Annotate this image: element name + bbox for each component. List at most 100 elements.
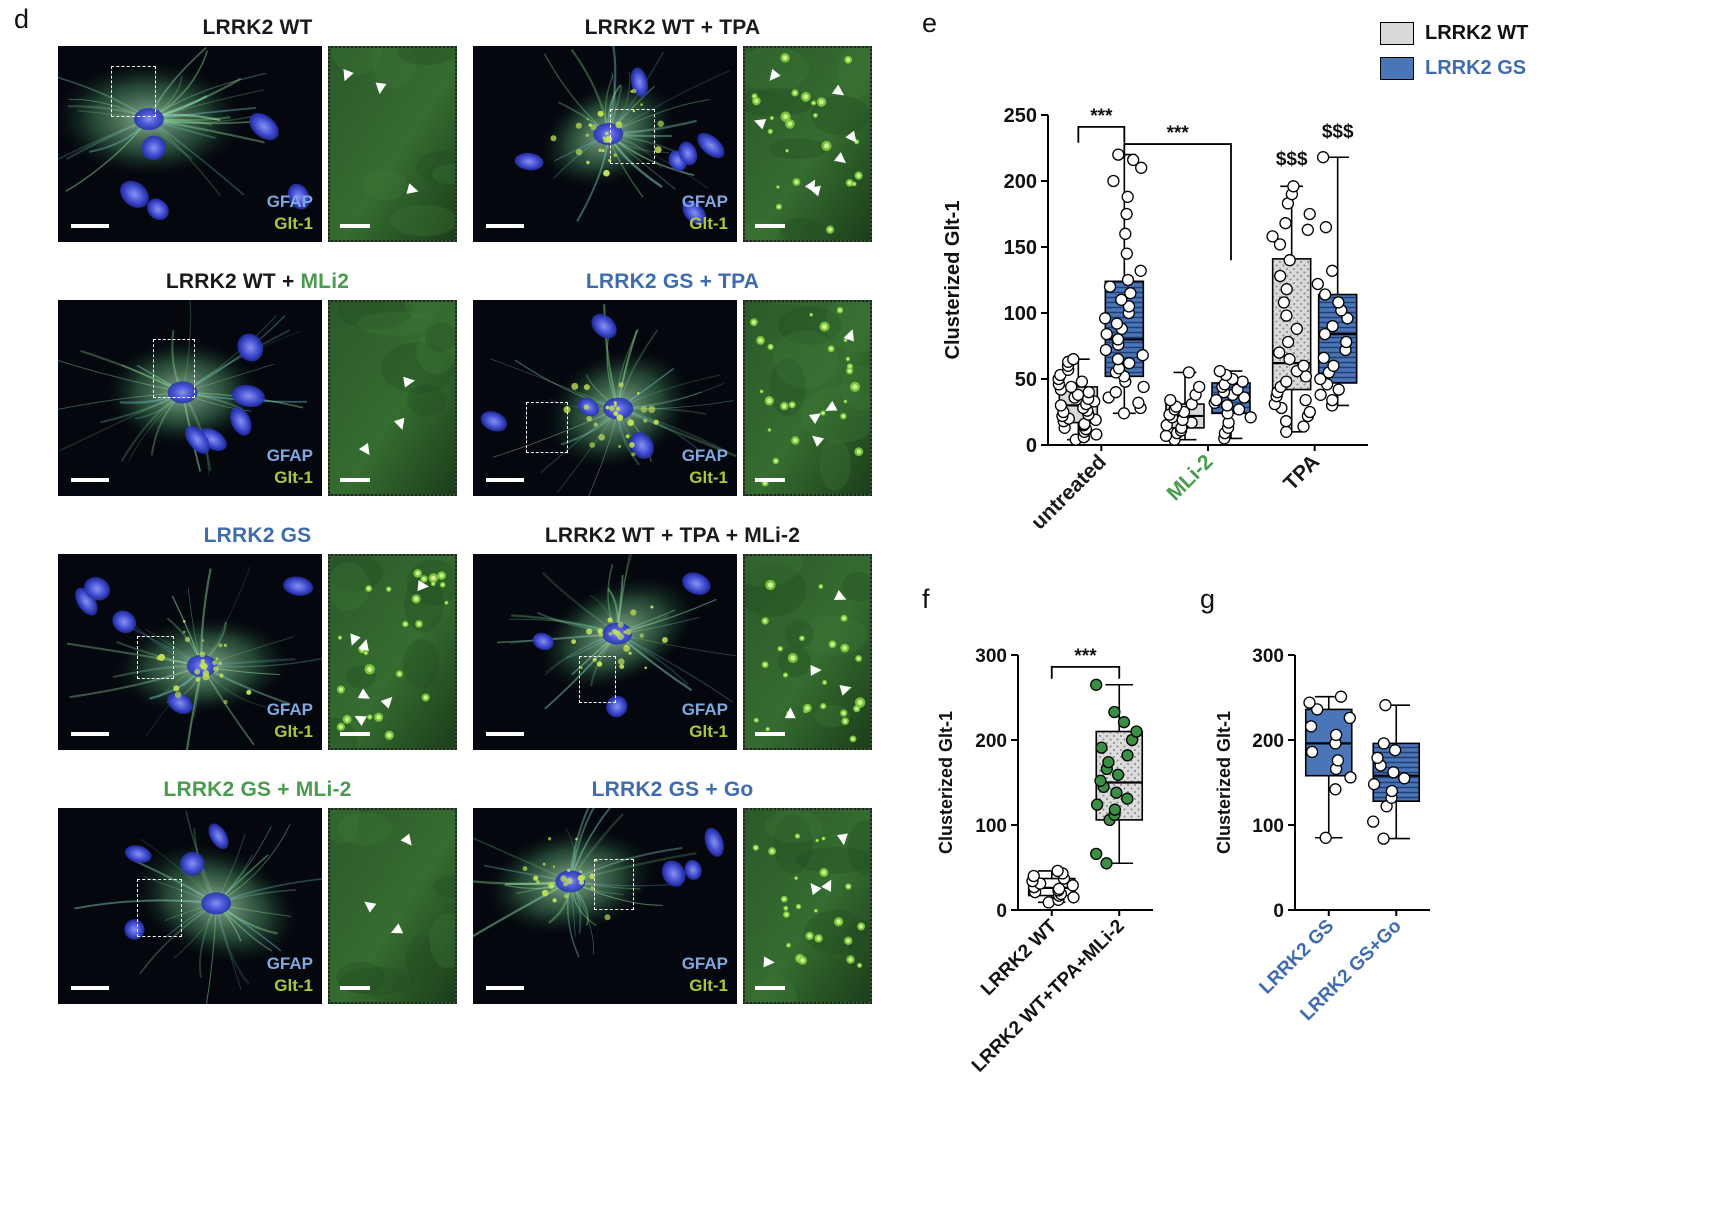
inset-image: [328, 554, 457, 750]
gfap-label: GFAP: [266, 699, 313, 719]
scale-bar: [755, 986, 785, 990]
nucleus: [141, 135, 167, 161]
inset-image: [743, 554, 872, 750]
data-point: [1281, 335, 1295, 349]
data-point: [1111, 333, 1125, 346]
glt1-punctum: [522, 866, 528, 871]
data-point: [1066, 879, 1079, 892]
scale-bar: [340, 732, 370, 736]
y-axis-title: Clusterized Glt-1: [942, 201, 964, 360]
inset-background: [330, 302, 455, 494]
significance-label: ***: [1167, 123, 1190, 144]
glt1-punctum-core: [755, 719, 758, 722]
fluorescence-image: GFAP Glt-1: [473, 300, 737, 496]
x-tick-label: TPA: [1279, 450, 1324, 495]
glt1-punctum-core: [413, 596, 419, 602]
glt1-punctum: [618, 382, 624, 388]
glt1-punctum-core: [397, 672, 402, 676]
y-tick-label: 100: [1252, 816, 1284, 837]
arrowhead-icon: [810, 664, 822, 676]
glt1-punctum: [183, 620, 186, 623]
nucleus: [283, 576, 314, 596]
glt1-punctum-core: [760, 390, 763, 393]
data-point: [1385, 784, 1399, 798]
data-point: [1121, 273, 1135, 287]
data-point: [1115, 293, 1128, 306]
glt1-punctum-core: [774, 459, 778, 463]
gfap-filament: [215, 878, 322, 905]
glt1-punctum-core: [403, 622, 407, 626]
arrowhead-icon: [834, 152, 847, 164]
texture-blob: [336, 302, 413, 330]
gfap-filament: [59, 391, 183, 451]
arrowhead-icon: [417, 580, 429, 592]
roi-box: [578, 655, 616, 703]
data-point: [1344, 771, 1357, 784]
arrowhead-icon: [343, 68, 354, 82]
glt1-punctum: [173, 685, 180, 692]
arrowhead-icon: [845, 130, 857, 143]
data-point: [1111, 768, 1125, 781]
micro-image-row: GFAP Glt-1: [473, 300, 872, 496]
data-point: [1110, 317, 1124, 330]
gfap-filament: [473, 880, 571, 885]
glt1-punctum: [616, 406, 620, 411]
glt1-punctum-core: [844, 339, 847, 342]
arrowhead-icon: [375, 82, 387, 95]
y-tick-label: 100: [975, 816, 1007, 837]
panel-d-label: d: [14, 4, 30, 34]
micro-image-title: LRRK2 WT: [58, 16, 457, 42]
glt1-punctum: [601, 149, 605, 152]
arrowhead-icon: [350, 633, 361, 646]
glt1-punctum: [213, 666, 219, 672]
glt1-punctum-core: [805, 705, 810, 711]
data-point: [1273, 238, 1287, 251]
glt1-punctum: [589, 442, 596, 448]
micro-image-group: LRRK2 GS + Go GFAP Glt-1: [473, 778, 872, 1004]
legend-swatch-gs-icon: [1380, 57, 1414, 80]
arrowhead-icon: [400, 833, 412, 846]
scale-bar: [71, 224, 109, 228]
data-point: [1332, 383, 1345, 396]
data-point: [1108, 803, 1122, 816]
glt1-punctum: [552, 898, 557, 903]
texture-blob: [362, 169, 408, 201]
channel-labels: GFAP Glt-1: [267, 445, 313, 489]
glt1-punctum: [592, 657, 597, 662]
significance-label: $$$: [1322, 121, 1354, 142]
glt1-punctum: [184, 636, 191, 643]
glt1-punctum: [602, 136, 606, 140]
inset-art: [330, 556, 455, 748]
data-point: [1280, 425, 1293, 438]
glt1-punctum-core: [778, 647, 782, 651]
micro-image-row: GFAP Glt-1: [58, 554, 457, 750]
micro-title-text: LRRK2 GS + MLi-2: [163, 778, 352, 801]
arrowhead-icon: [839, 685, 852, 696]
glt1-punctum: [623, 644, 631, 652]
glt1-punctum: [597, 628, 603, 634]
roi-box: [137, 878, 183, 938]
nucleus: [230, 407, 252, 436]
channel-labels: GFAP Glt-1: [682, 953, 728, 997]
micro-image-title: LRRK2 WT + TPA: [473, 16, 872, 42]
micro-title-text: LRRK2 GS + Go: [591, 778, 754, 801]
significance-bracket: [1050, 666, 1121, 679]
fluorescence-art: [58, 808, 322, 1004]
data-point: [1127, 153, 1140, 167]
glt1-punctum: [617, 621, 624, 628]
inset-art: [330, 302, 455, 494]
data-point: [1123, 357, 1136, 370]
glt1-punctum: [653, 419, 659, 425]
texture-blob: [403, 639, 440, 689]
roi-box: [594, 858, 635, 910]
roi-box: [153, 339, 196, 398]
glt1-punctum-core: [784, 673, 787, 677]
y-tick-label: 150: [1004, 237, 1037, 259]
data-point: [1398, 772, 1411, 785]
data-point: [1136, 349, 1149, 362]
micro-title-text: LRRK2 WT: [202, 16, 313, 39]
micro-title-text: LRRK2 WT + TPA + MLi-2: [544, 524, 801, 547]
data-point: [1075, 375, 1089, 388]
nucleus: [231, 384, 265, 408]
